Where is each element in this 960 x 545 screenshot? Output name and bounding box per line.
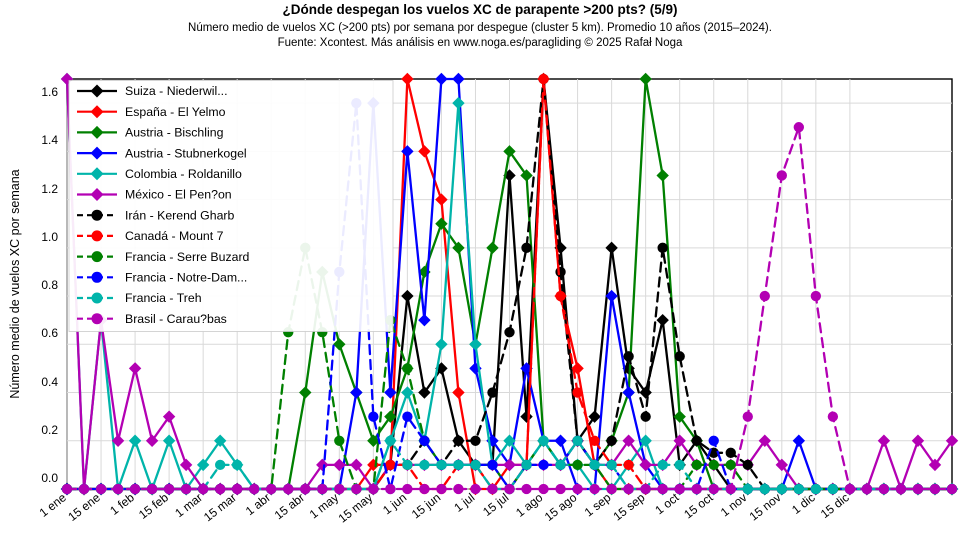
svg-text:Austria - Bischling: Austria - Bischling [125, 126, 224, 140]
svg-text:1.2: 1.2 [41, 182, 58, 196]
svg-text:1 jul: 1 jul [451, 490, 477, 515]
svg-text:15 jul: 15 jul [480, 490, 511, 519]
svg-text:Colombia - Roldanillo: Colombia - Roldanillo [125, 167, 242, 181]
svg-text:Austria - Stubnerkogel: Austria - Stubnerkogel [125, 146, 247, 160]
svg-text:0.8: 0.8 [41, 278, 58, 292]
svg-text:15 jun: 15 jun [409, 490, 443, 521]
svg-text:Canadá - Mount 7: Canadá - Mount 7 [125, 229, 224, 243]
svg-text:1 feb: 1 feb [107, 490, 137, 518]
svg-text:Suiza - Niederwil...: Suiza - Niederwil... [125, 84, 228, 98]
svg-text:1 sep: 1 sep [582, 490, 614, 519]
svg-text:España - El Yelmo: España - El Yelmo [125, 105, 226, 119]
svg-text:Francia - Notre-Dam...: Francia - Notre-Dam... [125, 271, 247, 285]
svg-text:15 feb: 15 feb [136, 490, 171, 522]
svg-text:1 mar: 1 mar [172, 490, 205, 520]
svg-text:1.4: 1.4 [41, 133, 58, 147]
svg-text:1.6: 1.6 [41, 85, 58, 99]
svg-text:15 nov: 15 nov [747, 490, 784, 523]
svg-text:15 ene: 15 ene [65, 490, 103, 524]
svg-text:0.4: 0.4 [41, 375, 58, 389]
svg-text:15 may: 15 may [336, 490, 376, 525]
svg-text:15 oct: 15 oct [681, 490, 716, 522]
svg-text:0.2: 0.2 [41, 423, 58, 437]
svg-text:1 dic: 1 dic [789, 490, 818, 517]
svg-text:Francia - Treh: Francia - Treh [125, 291, 202, 305]
svg-text:15 abr: 15 abr [272, 490, 307, 522]
svg-text:México - El Pen?on: México - El Pen?on [125, 188, 232, 202]
svg-text:1 abr: 1 abr [243, 490, 273, 518]
svg-text:0.6: 0.6 [41, 326, 58, 340]
svg-text:15 mar: 15 mar [201, 490, 239, 524]
svg-text:1 may: 1 may [307, 490, 341, 521]
svg-text:1 ene: 1 ene [37, 490, 70, 520]
svg-text:Irán - Kerend Gharb: Irán - Kerend Gharb [125, 208, 235, 222]
svg-text:Brasil - Carau?bas: Brasil - Carau?bas [125, 312, 227, 326]
svg-text:15 sep: 15 sep [610, 490, 647, 523]
svg-text:Francia - Serre Buzard: Francia - Serre Buzard [125, 250, 250, 264]
svg-text:1 jun: 1 jun [380, 490, 409, 517]
svg-text:1 ago: 1 ago [513, 490, 546, 520]
svg-text:15 dic: 15 dic [818, 490, 852, 521]
svg-text:1.0: 1.0 [41, 230, 58, 244]
svg-text:15 ago: 15 ago [542, 490, 580, 524]
svg-text:0.0: 0.0 [41, 471, 58, 485]
svg-text:1 nov: 1 nov [718, 490, 750, 519]
svg-text:1 oct: 1 oct [652, 490, 682, 517]
